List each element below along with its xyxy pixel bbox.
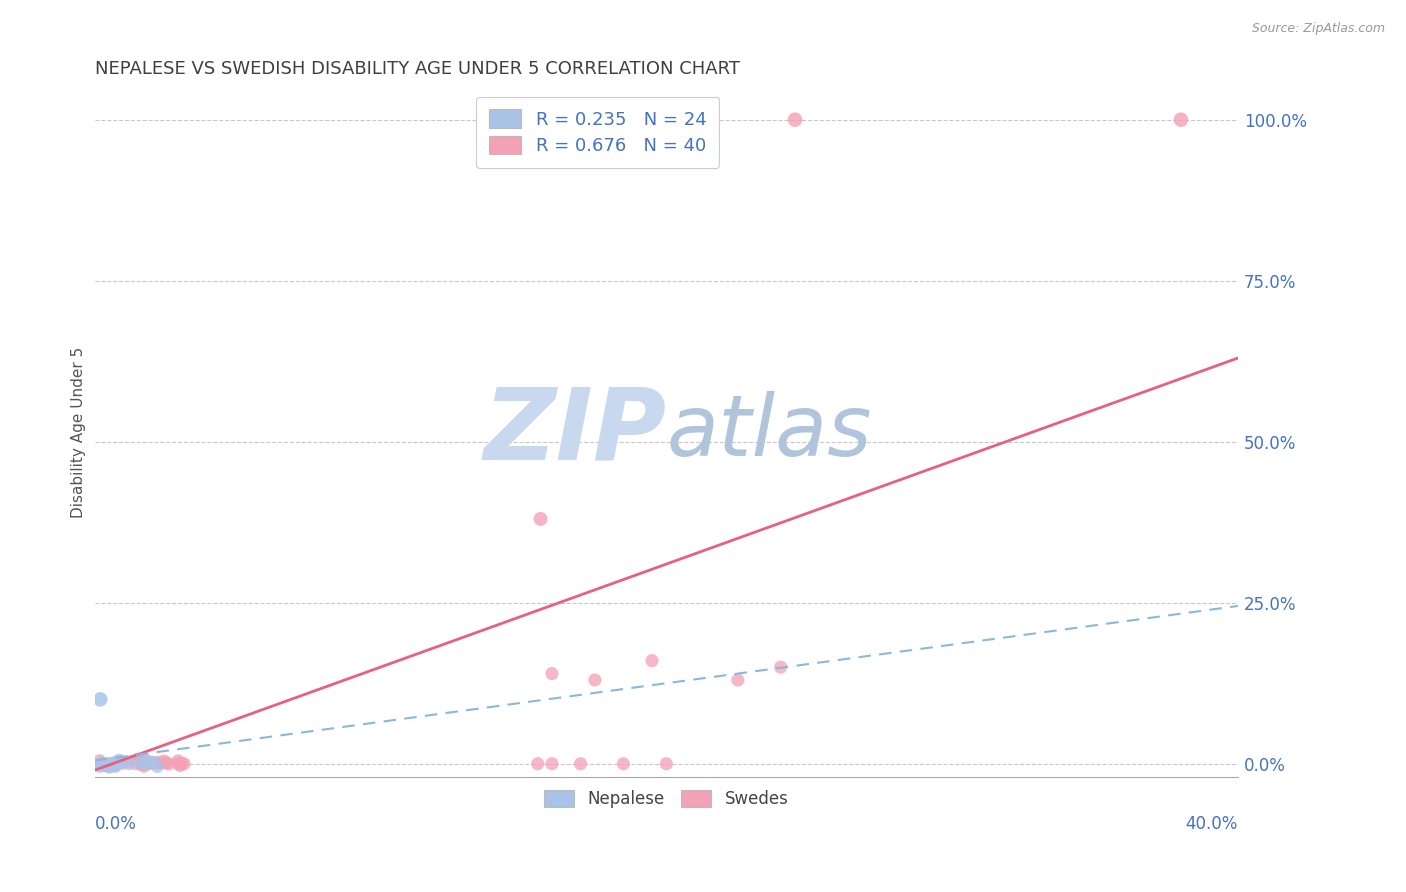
Point	[89, 759, 111, 773]
Point	[103, 757, 125, 772]
Point	[169, 758, 191, 772]
Point	[89, 754, 111, 768]
Point	[128, 754, 150, 768]
Text: Source: ZipAtlas.com: Source: ZipAtlas.com	[1251, 22, 1385, 36]
Point	[155, 756, 177, 770]
Point	[569, 756, 592, 771]
Point	[727, 673, 749, 687]
Text: 0.0%: 0.0%	[94, 814, 136, 832]
Point	[108, 753, 131, 767]
Point	[153, 754, 176, 768]
Point	[150, 756, 173, 770]
Point	[93, 758, 115, 772]
Point	[103, 759, 125, 773]
Point	[612, 756, 634, 771]
Point	[167, 756, 190, 771]
Point	[141, 756, 163, 770]
Point	[97, 756, 120, 771]
Point	[101, 756, 124, 771]
Point	[91, 756, 114, 771]
Point	[127, 752, 149, 766]
Point	[157, 757, 180, 772]
Point	[1170, 112, 1192, 127]
Y-axis label: Disability Age Under 5: Disability Age Under 5	[72, 346, 86, 517]
Point	[111, 756, 134, 771]
Point	[541, 756, 564, 771]
Point	[146, 759, 169, 773]
Point	[98, 757, 121, 772]
Point	[139, 756, 162, 771]
Point	[641, 654, 664, 668]
Point	[769, 660, 792, 674]
Point	[132, 759, 155, 773]
Point	[138, 755, 160, 769]
Point	[146, 756, 169, 771]
Point	[145, 756, 167, 770]
Text: NEPALESE VS SWEDISH DISABILITY AGE UNDER 5 CORRELATION CHART: NEPALESE VS SWEDISH DISABILITY AGE UNDER…	[94, 60, 740, 78]
Point	[135, 756, 157, 770]
Point	[104, 756, 127, 771]
Legend: Nepalese, Swedes: Nepalese, Swedes	[536, 781, 797, 816]
Point	[655, 756, 678, 771]
Point	[118, 756, 141, 771]
Point	[98, 760, 121, 774]
Text: atlas: atlas	[666, 391, 872, 474]
Point	[129, 756, 152, 770]
Point	[108, 755, 131, 769]
Point	[105, 756, 128, 771]
Point	[134, 753, 156, 767]
Point	[135, 756, 157, 771]
Point	[170, 756, 193, 771]
Point	[93, 757, 115, 772]
Point	[96, 757, 118, 772]
Point	[526, 756, 548, 771]
Point	[120, 755, 142, 769]
Point	[138, 756, 160, 770]
Point	[173, 756, 195, 771]
Point	[529, 512, 551, 526]
Point	[583, 673, 606, 687]
Point	[93, 757, 115, 772]
Point	[131, 757, 153, 772]
Text: 40.0%: 40.0%	[1185, 814, 1239, 832]
Point	[783, 112, 806, 127]
Point	[131, 754, 153, 768]
Text: ZIP: ZIP	[484, 384, 666, 481]
Point	[107, 755, 129, 769]
Point	[98, 759, 121, 773]
Point	[90, 756, 112, 771]
Point	[89, 692, 111, 706]
Point	[125, 756, 148, 771]
Point	[104, 759, 127, 773]
Point	[167, 754, 190, 768]
Point	[541, 666, 564, 681]
Point	[89, 757, 111, 772]
Point	[110, 755, 132, 769]
